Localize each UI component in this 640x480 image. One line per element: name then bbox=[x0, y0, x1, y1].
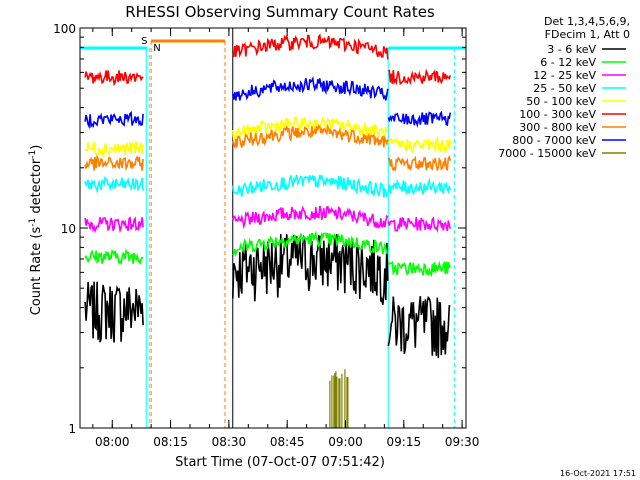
legend-entry-label: 25 - 50 keV bbox=[533, 82, 596, 95]
data-marks bbox=[84, 33, 452, 428]
x-tick-label: 09:15 bbox=[387, 435, 422, 449]
legend-entry-label: 100 - 300 keV bbox=[519, 108, 596, 121]
series-trace-6 bbox=[387, 68, 452, 86]
series-trace-8 bbox=[387, 110, 452, 129]
legend-entry-label: 800 - 7000 keV bbox=[512, 134, 596, 147]
legend: Det 1,3,4,5,6,9, FDecim 1, Att 0 3 - 6 k… bbox=[498, 15, 630, 160]
y-tick-label: 1 bbox=[68, 422, 76, 436]
x-tick-label: 08:00 bbox=[95, 435, 130, 449]
series-trace-2 bbox=[84, 216, 144, 234]
series-trace-2 bbox=[232, 205, 389, 230]
legend-entry-label: 50 - 100 keV bbox=[526, 95, 596, 108]
y-axis-label-sup2: -1 bbox=[28, 150, 38, 159]
legend-entry-label: 7000 - 15000 keV bbox=[498, 147, 596, 160]
axes: 1 10 100 08:00 08:15 08:30 08:45 09:00 09:15 09:3… bbox=[53, 22, 479, 449]
series-trace-4 bbox=[232, 174, 389, 199]
footer-timestamp: 16-Oct-2021 17:51 bbox=[560, 469, 636, 478]
series-trace-9 bbox=[329, 369, 349, 428]
x-tick-label: 08:30 bbox=[212, 435, 247, 449]
y-axis-label: Count Rate (s-1 detector-1) bbox=[28, 145, 44, 316]
series-trace-1 bbox=[387, 295, 451, 359]
legend-entry-label: 12 - 25 keV bbox=[533, 69, 596, 82]
series-trace-3 bbox=[232, 230, 388, 258]
chart-title: RHESSI Observing Summary Count Rates bbox=[125, 3, 435, 21]
y-axis-label-tail: detector bbox=[29, 158, 44, 218]
series-trace-7 bbox=[387, 154, 452, 172]
x-tick-label: 09:00 bbox=[328, 435, 363, 449]
legend-entry-label: 6 - 12 keV bbox=[540, 56, 596, 69]
series-trace-8 bbox=[232, 75, 389, 101]
series-trace-1 bbox=[84, 281, 144, 343]
series-trace-7 bbox=[232, 123, 389, 150]
legend-entry-label: 3 - 6 keV bbox=[547, 43, 596, 56]
series-trace-7 bbox=[84, 154, 144, 172]
series-trace-3 bbox=[387, 260, 451, 278]
series-trace-5 bbox=[232, 115, 389, 141]
legend-header-line-1: Det 1,3,4,5,6,9, bbox=[544, 15, 630, 28]
series-trace-5 bbox=[84, 140, 144, 159]
series-trace-6 bbox=[84, 70, 144, 87]
series-trace-5 bbox=[387, 135, 452, 155]
y-axis-label-end: ) bbox=[29, 145, 44, 150]
y-axis-label-main: Count Rate (s bbox=[29, 227, 44, 316]
x-tick-label: 08:15 bbox=[153, 435, 188, 449]
x-tick-label: 09:30 bbox=[445, 435, 480, 449]
x-axis-label: Start Time (07-Oct-07 07:51:42) bbox=[175, 455, 385, 470]
series-trace-4 bbox=[84, 176, 144, 195]
y-tick-label: 100 bbox=[53, 22, 76, 36]
y-tick-label: 10 bbox=[61, 222, 76, 236]
series-trace-8 bbox=[84, 110, 144, 130]
x-tick-label: 08:45 bbox=[270, 435, 305, 449]
legend-header-line-2: FDecim 1, Att 0 bbox=[545, 28, 630, 41]
saa-flag-label: S bbox=[141, 36, 147, 47]
series-trace-6 bbox=[232, 33, 389, 60]
series-trace-2 bbox=[387, 216, 452, 234]
night-flag-label: N bbox=[153, 43, 160, 54]
y-axis-label-sup: -1 bbox=[28, 218, 38, 227]
legend-entry-label: 300 - 800 keV bbox=[519, 121, 596, 134]
series-trace-4 bbox=[387, 177, 452, 196]
series-trace-3 bbox=[84, 248, 144, 266]
